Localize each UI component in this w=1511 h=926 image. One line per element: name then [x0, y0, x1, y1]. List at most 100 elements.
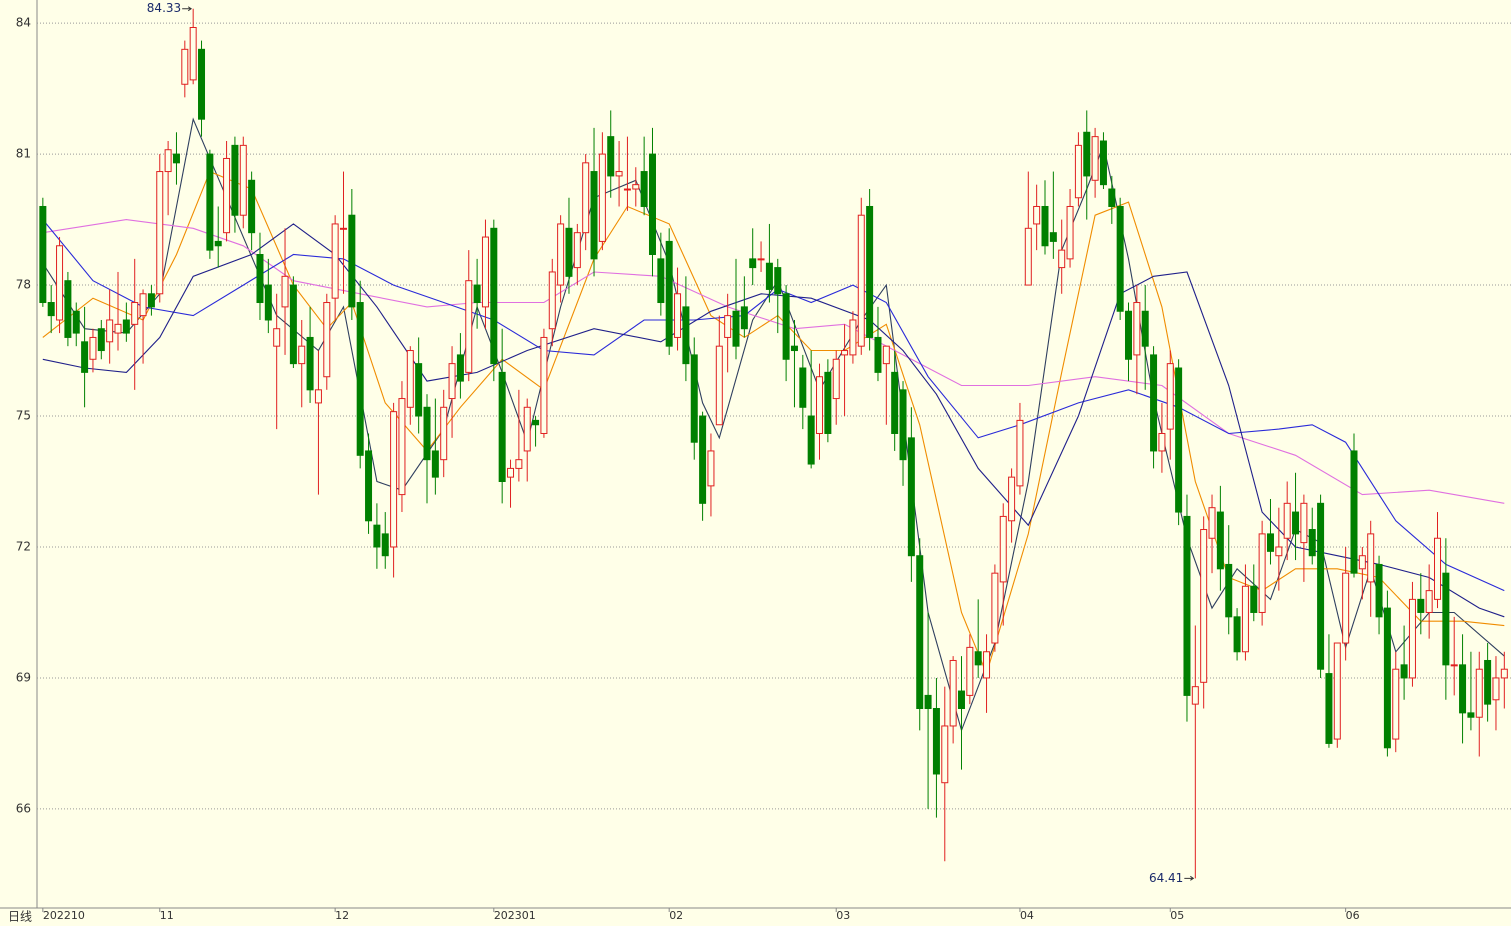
candle-body — [665, 240, 673, 347]
candle-body — [1091, 136, 1099, 181]
candle-body — [1049, 232, 1057, 242]
candle-body — [1434, 537, 1442, 600]
candle-body — [298, 345, 306, 365]
candle-body — [1141, 310, 1149, 347]
candle-body — [1333, 642, 1341, 740]
candle-body — [648, 153, 656, 256]
candle-body — [632, 184, 640, 190]
x-tick-label: 05 — [1170, 909, 1184, 922]
x-tick-label: 04 — [1020, 909, 1034, 922]
candle-body — [749, 258, 757, 269]
y-tick-label: 72 — [16, 539, 31, 553]
candle-body — [1241, 585, 1249, 653]
candle-body — [1417, 598, 1425, 613]
x-tick-label: 02 — [669, 909, 683, 922]
candle-body — [248, 179, 256, 234]
candle-body — [72, 310, 80, 334]
candle-body — [1200, 529, 1208, 683]
candle-body — [557, 223, 565, 286]
candle-body — [214, 240, 222, 247]
candle-body — [390, 411, 398, 548]
candle-body — [348, 214, 356, 308]
candle-body — [523, 406, 531, 452]
candle-body — [1083, 131, 1091, 177]
candle-body — [899, 389, 907, 461]
candle-body — [373, 524, 381, 548]
candle-body — [1150, 354, 1158, 452]
candle-body — [1442, 572, 1450, 666]
candle-body — [1125, 310, 1133, 360]
candle-body — [1484, 659, 1492, 705]
candle-body — [1225, 563, 1233, 618]
candle-body — [398, 398, 406, 496]
candle-body — [724, 315, 732, 338]
candle-body — [1375, 563, 1383, 618]
candle-body — [189, 27, 197, 81]
candle-body — [440, 406, 448, 461]
candle-body — [1099, 140, 1107, 186]
x-tick-label: 202210 — [43, 909, 85, 922]
y-tick-label: 84 — [16, 16, 31, 30]
candle-body — [147, 293, 155, 308]
candle-body — [991, 572, 999, 644]
candle-body — [456, 354, 464, 382]
candle-body — [841, 350, 849, 356]
candle-body — [916, 555, 924, 710]
candle-body — [1183, 515, 1191, 696]
extreme-arrow — [182, 6, 193, 12]
candle-body — [799, 367, 807, 408]
candle-body — [715, 345, 723, 426]
candle-body — [765, 262, 773, 290]
candle-body — [682, 306, 690, 365]
candle-body — [356, 302, 364, 456]
candle-body — [465, 280, 473, 373]
candle-body — [281, 275, 289, 308]
candle-body — [807, 415, 815, 465]
candle-body — [131, 302, 139, 325]
candle-body — [1475, 668, 1483, 718]
candle-body — [1492, 677, 1500, 701]
candle-body — [97, 328, 105, 352]
candle-body — [198, 48, 206, 120]
candle-body — [381, 533, 389, 557]
candle-body — [565, 227, 573, 277]
x-tick-label: 03 — [836, 909, 850, 922]
extreme-label: 64.41 — [1149, 871, 1183, 885]
x-tick-label: 12 — [335, 909, 349, 922]
candle-body — [1066, 205, 1074, 260]
candle-body — [623, 188, 631, 191]
candle-body — [924, 694, 932, 710]
candle-body — [164, 149, 172, 173]
candle-body — [1208, 507, 1216, 539]
candle-body — [339, 227, 347, 230]
x-tick-label: 202301 — [494, 909, 536, 922]
candle-body — [615, 171, 623, 177]
candle-body — [1317, 502, 1325, 670]
candle-body — [1325, 673, 1333, 744]
candle-body — [431, 450, 439, 478]
candle-body — [699, 415, 707, 504]
candle-body — [590, 171, 598, 260]
candle-body — [106, 319, 114, 343]
candle-body — [598, 153, 606, 242]
candle-body — [816, 376, 824, 434]
candle-body — [891, 371, 899, 434]
candle-body — [223, 157, 231, 234]
candle-body — [448, 363, 456, 400]
candle-body — [1024, 227, 1032, 286]
y-tick-label: 69 — [16, 670, 31, 684]
candle-body — [1425, 590, 1433, 613]
y-tick-label: 78 — [16, 278, 31, 292]
candle-body — [323, 302, 331, 378]
candle-body — [172, 153, 180, 164]
candle-body — [1383, 607, 1391, 749]
candle-body — [406, 350, 414, 408]
y-tick-label: 81 — [16, 147, 31, 161]
candle-body — [774, 267, 782, 295]
candle-body — [573, 232, 581, 269]
candle-body — [1158, 432, 1166, 452]
candle-body — [1450, 664, 1458, 667]
candle-body — [1016, 419, 1024, 487]
